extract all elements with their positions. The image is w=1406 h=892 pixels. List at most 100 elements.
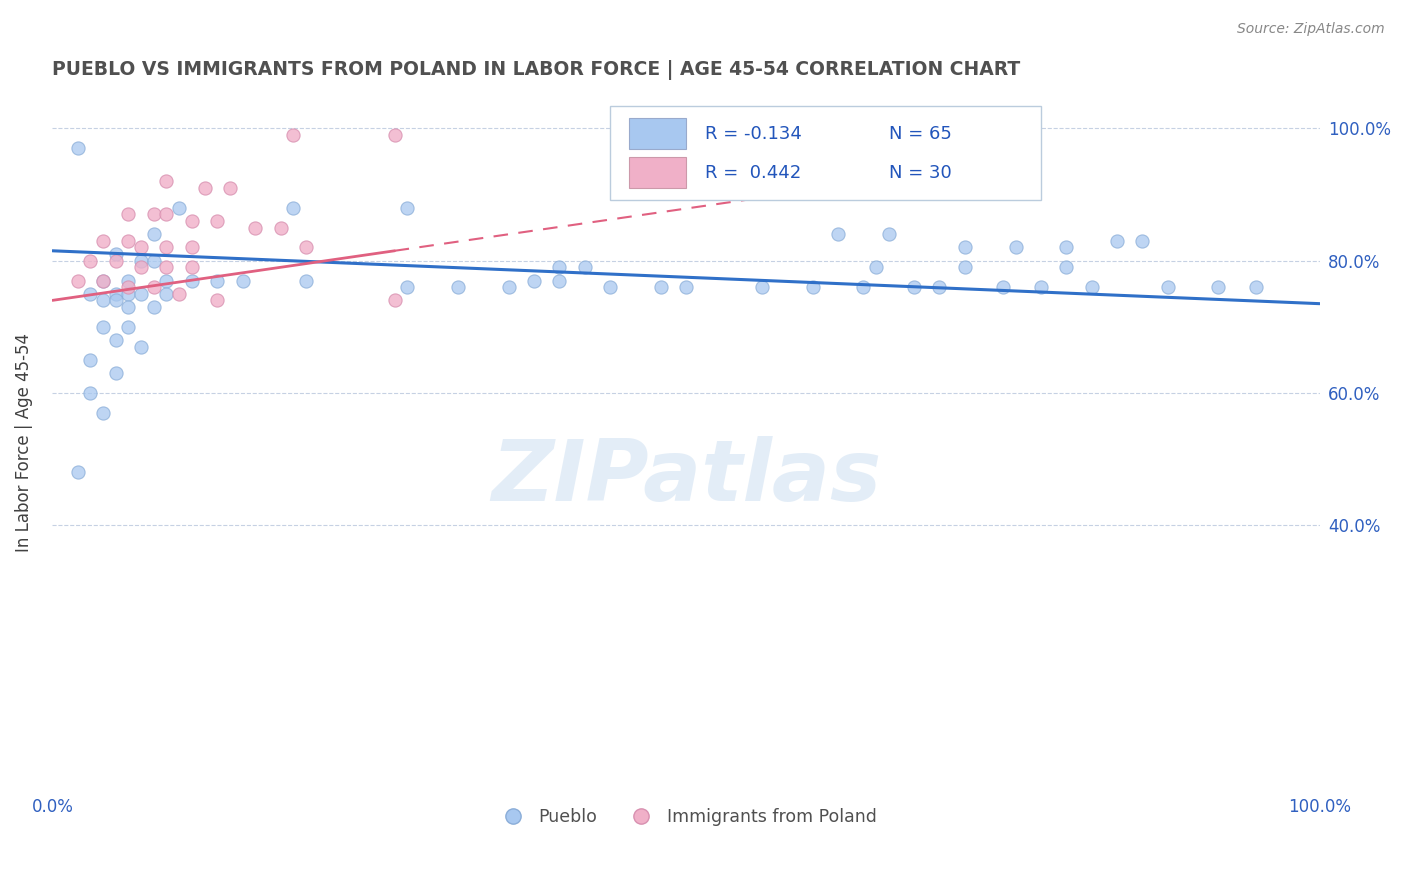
Point [91, 319, 114, 334]
Point [1156, 280, 1178, 294]
Point [155, 260, 177, 275]
Point [167, 201, 190, 215]
Point [1054, 240, 1077, 254]
Point [104, 286, 127, 301]
Point [384, 293, 406, 308]
Point [79, 253, 101, 268]
Point [1130, 234, 1153, 248]
Point [155, 207, 177, 221]
Point [295, 274, 318, 288]
Bar [628, 156, 686, 187]
Point [384, 128, 406, 142]
Legend: Pueblo, Immigrants from Poland: Pueblo, Immigrants from Poland [488, 801, 884, 833]
Point [205, 293, 228, 308]
Point [142, 227, 165, 242]
Point [548, 260, 571, 275]
Point [91, 234, 114, 248]
Text: Source: ZipAtlas.com: Source: ZipAtlas.com [1237, 22, 1385, 37]
Point [104, 293, 127, 308]
Point [991, 280, 1014, 294]
Point [1029, 280, 1052, 294]
Point [104, 247, 127, 261]
Point [79, 385, 101, 400]
Point [205, 214, 228, 228]
Point [104, 333, 127, 347]
Point [498, 280, 520, 294]
Point [129, 240, 152, 254]
Point [180, 240, 202, 254]
Point [574, 260, 596, 275]
Point [117, 274, 139, 288]
Point [155, 286, 177, 301]
Point [877, 227, 900, 242]
Point [447, 280, 470, 294]
Point [523, 274, 546, 288]
Point [142, 280, 165, 294]
Point [245, 220, 267, 235]
Point [1054, 260, 1077, 275]
Point [142, 300, 165, 314]
Point [193, 181, 215, 195]
Point [903, 280, 925, 294]
Point [155, 240, 177, 254]
Point [751, 280, 773, 294]
Point [396, 201, 419, 215]
Point [142, 253, 165, 268]
Point [117, 300, 139, 314]
Bar [628, 118, 686, 149]
Point [205, 274, 228, 288]
Point [79, 286, 101, 301]
Point [129, 286, 152, 301]
Point [180, 274, 202, 288]
Point [91, 293, 114, 308]
Point [231, 274, 253, 288]
Point [283, 128, 305, 142]
Point [953, 260, 976, 275]
Point [865, 260, 887, 275]
Point [129, 260, 152, 275]
Point [1246, 280, 1268, 294]
Point [180, 260, 202, 275]
Point [650, 280, 672, 294]
Point [66, 274, 89, 288]
Point [675, 280, 697, 294]
Point [117, 286, 139, 301]
Point [218, 181, 240, 195]
Point [155, 274, 177, 288]
Text: R = -0.134: R = -0.134 [704, 125, 801, 143]
Point [91, 274, 114, 288]
Point [117, 207, 139, 221]
Point [79, 352, 101, 367]
Point [117, 319, 139, 334]
Point [1004, 240, 1026, 254]
Point [66, 465, 89, 479]
Point [129, 340, 152, 354]
Point [167, 286, 190, 301]
Text: N = 30: N = 30 [889, 164, 952, 182]
Y-axis label: In Labor Force | Age 45-54: In Labor Force | Age 45-54 [15, 333, 32, 552]
Point [928, 280, 950, 294]
Point [117, 234, 139, 248]
Point [1105, 234, 1128, 248]
Point [91, 406, 114, 420]
Point [91, 274, 114, 288]
Point [129, 253, 152, 268]
Point [548, 274, 571, 288]
Point [1080, 280, 1102, 294]
Point [396, 280, 419, 294]
Point [66, 141, 89, 155]
Point [180, 214, 202, 228]
Text: PUEBLO VS IMMIGRANTS FROM POLAND IN LABOR FORCE | AGE 45-54 CORRELATION CHART: PUEBLO VS IMMIGRANTS FROM POLAND IN LABO… [52, 60, 1021, 79]
Point [1206, 280, 1229, 294]
Point [283, 201, 305, 215]
Point [104, 366, 127, 380]
Point [953, 240, 976, 254]
Point [295, 240, 318, 254]
Point [270, 220, 292, 235]
Point [104, 253, 127, 268]
Point [142, 207, 165, 221]
Text: N = 65: N = 65 [889, 125, 952, 143]
Point [117, 280, 139, 294]
Text: R =  0.442: R = 0.442 [704, 164, 801, 182]
Point [801, 280, 824, 294]
